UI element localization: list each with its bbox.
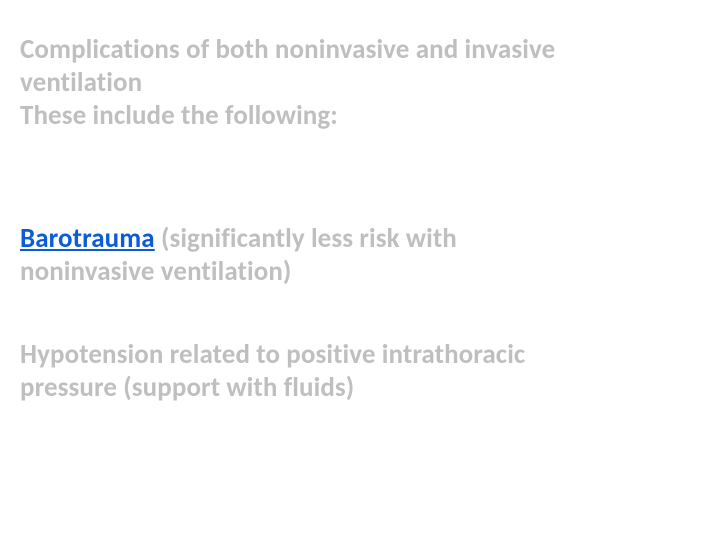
complication-item-2: Hypotension related to positive intratho…	[20, 339, 696, 405]
barotrauma-link[interactable]: Barotrauma	[20, 222, 155, 255]
complication-item-1: Barotrauma (significantly less risk with…	[20, 223, 696, 289]
heading-block: Complications of both noninvasive and in…	[20, 34, 696, 133]
item-2-line-2: pressure (support with fluids)	[20, 371, 354, 404]
item-2-line-1: Hypotension related to positive intratho…	[20, 338, 525, 371]
heading-line-2: ventilation	[20, 66, 142, 99]
slide: Complications of both noninvasive and in…	[0, 0, 720, 540]
item-1-line-2: noninvasive ventilation)	[20, 255, 291, 288]
item-1-rest: (significantly less risk with	[155, 222, 457, 255]
heading-line-1: Complications of both noninvasive and in…	[20, 33, 555, 66]
heading-line-3: These include the following:	[20, 99, 338, 132]
